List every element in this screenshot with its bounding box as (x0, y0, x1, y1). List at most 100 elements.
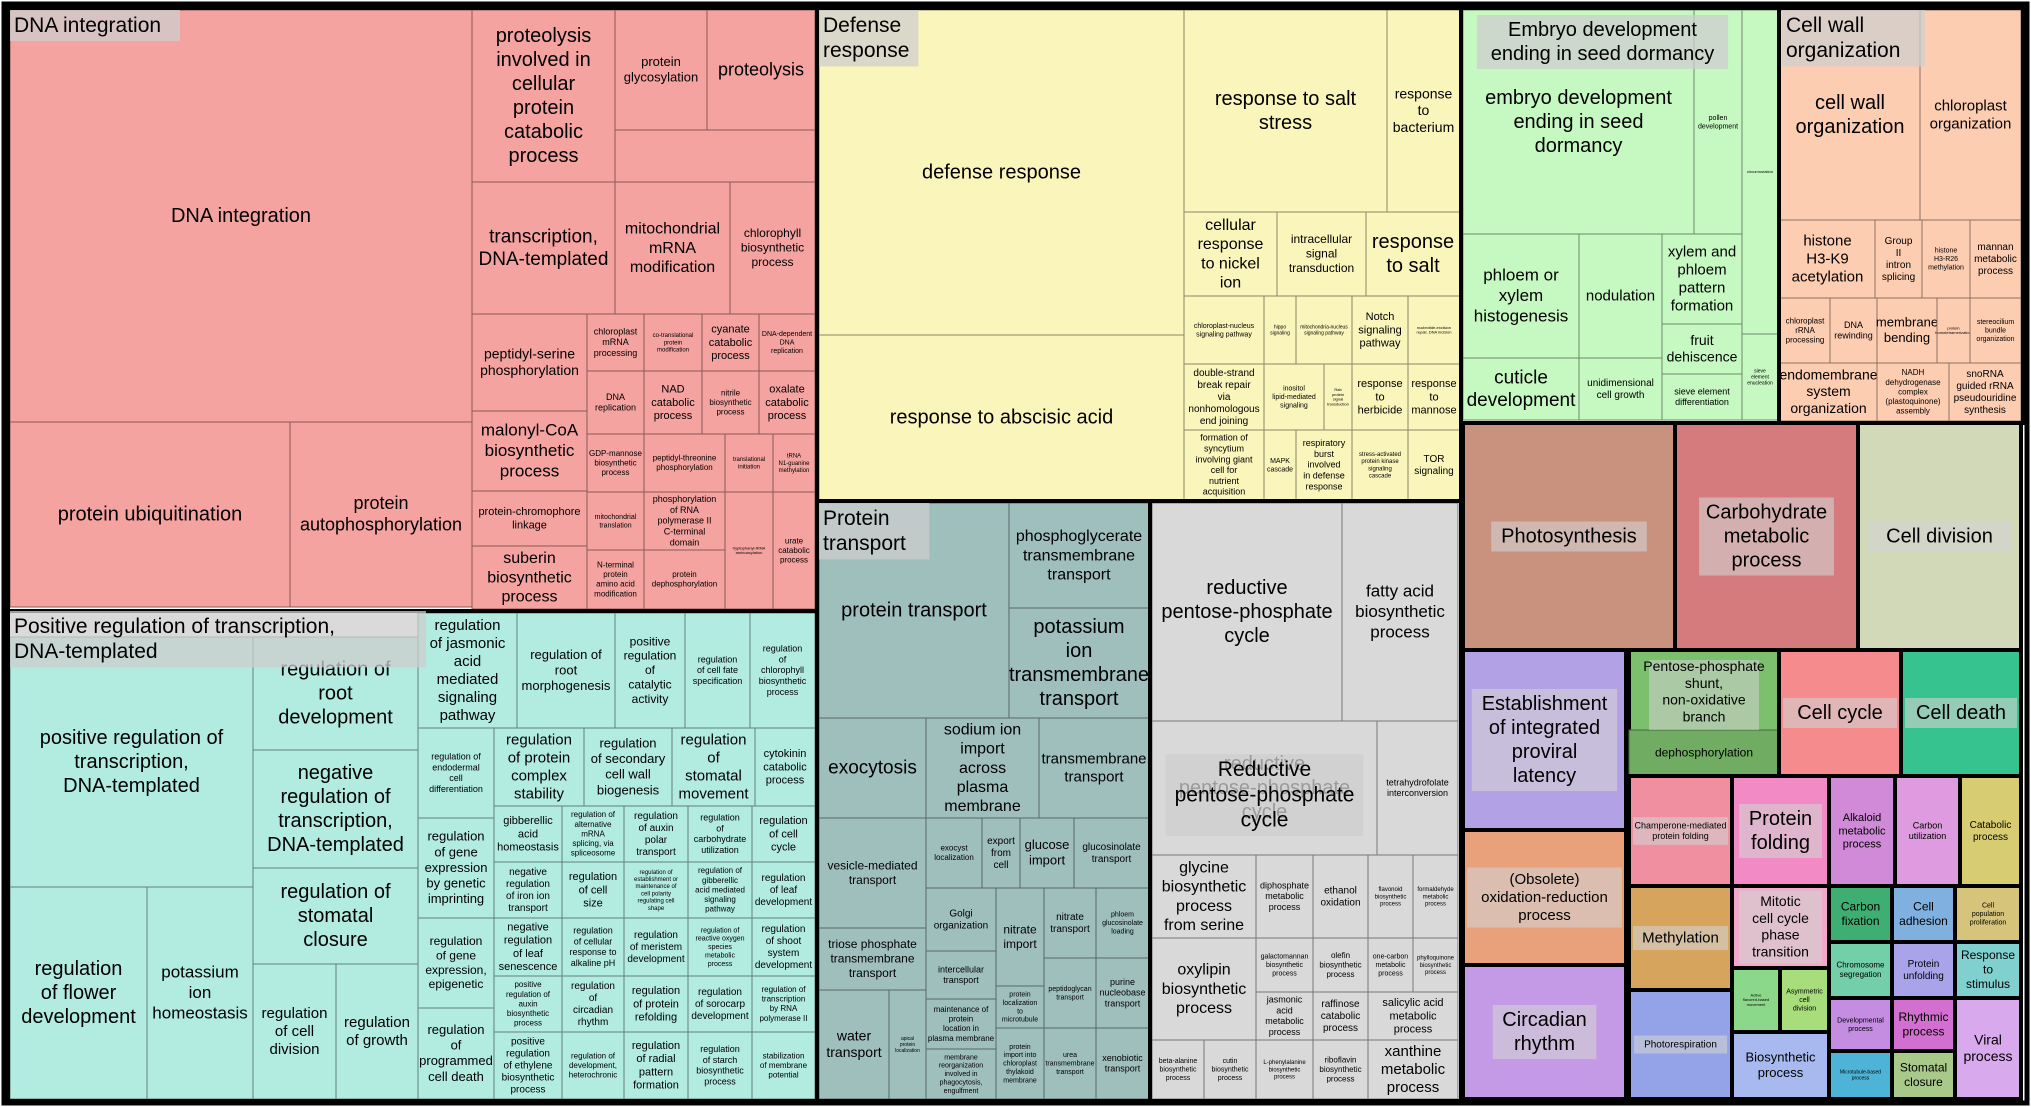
group-cell-adhesion (1890, 884, 1957, 944)
cell-membrane-bending (1876, 297, 1938, 364)
cell-label-mitochondrial-mrna-modification: mitochondrial mRNA modification (625, 221, 720, 276)
cell-label-hippo-signaling: hippo signaling (1270, 325, 1290, 337)
cell-label-regulation-of-jasmonic-acid-mediated-signaling-p: regulation of jasmonic acid mediated signali… (430, 617, 506, 724)
cell-response-to-salt-stress (1183, 9, 1388, 213)
cell-label-regulation-of-gene-expression-by-genetic-imprint: regulation of gene expression by genetic imp… (425, 829, 488, 906)
cell-regulation-of-flower-development (9, 886, 148, 1100)
cell-positive-regulation-of-transcription-dna-templat (9, 636, 254, 888)
group-viral-process (1953, 996, 2023, 1101)
cell-chloroplast-mrna-processing (586, 313, 645, 372)
cell-cellular-response-to-nickel-ion (1183, 211, 1278, 297)
group-header-bg-reductive-pentose-phosphate-cycle (1165, 754, 1364, 836)
cell-regulation-of-gene-expression-by-genetic-imprint (417, 817, 495, 919)
cell-label-fatty-acid-biosynthetic-process: fatty acid biosynthetic process (1355, 582, 1445, 642)
group-header-bg-obsolete-oxidation-reduction-process (1467, 867, 1622, 928)
cell-suberin-biosynthetic-process (471, 545, 588, 610)
cell-label-protein-dephosphorylation: protein dephosphorylation (652, 570, 717, 589)
cell-label-protein-glycosylation: protein glycosylation (624, 54, 698, 85)
cell-label-nitrile-biosynthetic-process: nitrile biosynthetic process (709, 388, 751, 416)
cell-apical-protein-localization (888, 989, 927, 1100)
cell-phloem-glucosinolate-loading (1095, 887, 1150, 959)
cell-salicylic-acid-metabolic-process (1367, 991, 1459, 1041)
cell-label-intercellular-transport: intercellular transport (938, 964, 984, 985)
cell-label-nitrate-import: nitrate import (1003, 922, 1037, 950)
cell-label-regulation-of-cell-size: regulation of cell size (569, 871, 617, 909)
cell-label-dna-replication: DNA replication (595, 392, 636, 413)
cell-label-formation-of-syncytium-involving-giant-cell-for-: formation of syncytium involving giant cell… (1195, 433, 1253, 497)
group-header-cell-adhesion: Cell adhesion (1899, 899, 1948, 927)
cell-label-fruit-dehiscence: fruit dehiscence (1667, 332, 1738, 365)
cell-label-tor-signaling: TOR signaling (1414, 454, 1453, 477)
group-header-bg-mitotic-cell-cycle-phase-transition (1739, 890, 1822, 964)
cell-label-oxylipin-biosynthetic-process: oxylipin biosynthetic process (1162, 962, 1247, 1017)
cell-label-gdp-mannose-biosynthetic-process: GDP-mannose biosynthetic process (589, 449, 642, 477)
cell-group-ii-intron-splicing (1874, 219, 1923, 299)
cell-label-tetrahydrofolate-interconversion: tetrahydrofolate interconversion (1386, 777, 1449, 798)
group-header-bg-cell-wall-organization (1782, 10, 1926, 67)
group-header-cell-cycle: Cell cycle (1797, 702, 1883, 724)
cell-label-response-to-salt-stress: response to salt stress (1215, 88, 1357, 134)
cell-transcription-dna-templated (471, 181, 616, 315)
cell-label-xenobiotic-transport: xenobiotic transport (1102, 1053, 1143, 1074)
cell-label-intracellular-signal-transduction: intracellular signal transduction (1289, 232, 1354, 275)
cell-regulation-of-root-morphogenesis (516, 612, 616, 729)
cell-cytokinin-catabolic-process (754, 727, 816, 807)
cell-response-to-abscisic-acid (818, 334, 1185, 501)
cell-label-purine-nucleobase-transport: purine nucleobase transport (1099, 977, 1145, 1009)
cell-label-peptidyl-serine-phosphorylation: peptidyl-serine phosphorylation (480, 345, 579, 378)
cell-malonyl-coa-biosynthetic-process (471, 410, 588, 492)
cell-label-stabilization-of-membrane-potential: stabilization of membrane potential (760, 1051, 808, 1079)
group-header-bg-methylation (1633, 926, 1728, 950)
group-header-microtubule-based-process: Microtubule-based process (1840, 1070, 1881, 1082)
cell-label-regulation-of-gibberellic-acid-mediated-signalin: regulation of gibberellic acid mediated sig… (695, 866, 745, 913)
cell-label-regulation-of-cellular-response-to-alkaline-ph: regulation of cellular response to alkaline… (569, 926, 616, 968)
group-header-bg-dna-integration (10, 10, 180, 42)
cell-label-xanthine-metabolic-process: xanthine metabolic process (1381, 1043, 1446, 1096)
group-developmental-process (1827, 996, 1894, 1053)
cell-raffinose-catabolic-process (1312, 991, 1369, 1041)
cell-regulation-of-transcription-by-rna-polymerase-ii (751, 975, 816, 1033)
cell-label-co-translational-protein-modification: co-translational protein modification (653, 333, 694, 353)
group-header-viral-process: Viral process (1963, 1031, 2012, 1064)
cell-tryptophanyl-trna-aminoacylation (724, 491, 774, 610)
cell-label-cyanate-catabolic-process: cyanate catabolic process (709, 324, 753, 362)
cell-label-peptidyl-threonine-phosphorylation: peptidyl-threonine phosphorylation (653, 454, 717, 473)
group-header-bg-embryo-development-ending-in-seed-dormancy (1476, 15, 1729, 69)
cell-stereocilium-bundle-organization (1969, 297, 2022, 364)
group-header-stomatal-closure: Stomatal closure (1900, 1060, 1947, 1088)
cell-label-apical-protein-localization: apical protein localization (895, 1036, 920, 1054)
group-header-response-to-stimulus: Response to stimulus (1961, 948, 2015, 991)
cell-label-response-to-abscisic-acid: response to abscisic acid (890, 407, 1113, 429)
cell-label-regulation-of-cell-fate-specification: regulation of cell fate specification (693, 654, 743, 686)
group-header-mitotic-cell-cycle-phase-transition: Mitotic cell cycle phase transition (1752, 893, 1809, 959)
cell-label-protein-transport: protein transport (841, 600, 987, 622)
cell-histone-h3-k9-acetylation (1779, 219, 1876, 299)
cell-label-membrane-reorganization-involved-in-phagocytosis: membrane reorganization involved in phagocy… (939, 1054, 983, 1095)
cell-mannan-metabolic-process (1969, 219, 2022, 299)
cell-regulation-of-sorocarp-development (687, 975, 753, 1033)
group-header-protein-unfolding: Protein unfolding (1903, 959, 1944, 982)
cell-label-regulation-of-auxin-polar-transport: regulation of auxin polar transport (634, 811, 678, 858)
cell-label-raffinose-catabolic-process: raffinose catabolic process (1321, 999, 1360, 1034)
cell-regulation-of-cellular-response-to-alkaline-ph (561, 917, 625, 977)
group-header-methylation: Methylation (1642, 930, 1719, 947)
cell-label-inositol-lipid-mediated-signaling: inositol lipid-mediated signaling (1272, 386, 1316, 410)
cell-response-to-herbicide (1351, 363, 1409, 431)
cell-label-mitochondrial-translation: mitochondrial translation (595, 514, 637, 529)
cell-label-rab-protein-signal-transduction: Rab protein signal transduction (1327, 387, 1349, 406)
cell-label-positive-regulation-of-auxin-biosynthetic-proces: positive regulation of auxin biosynthetic pr… (506, 980, 551, 1027)
cell-label-transcription-dna-templated: transcription, DNA-templated (479, 226, 609, 270)
cell-nitrile-biosynthetic-process (701, 370, 760, 435)
cell-label-peptidoglycan-transport: peptidoglycan transport (1048, 986, 1091, 1001)
cell-label-mannan-metabolic-process: mannan metabolic process (1974, 242, 2017, 277)
cell-regulation-of-establishment-or-maintenance-of-ce (623, 861, 689, 919)
cell-label-regulation-of-leaf-development: regulation of leaf development (755, 873, 812, 908)
cell-label-cutin-biosynthetic-process: cutin biosynthetic process (1212, 1058, 1249, 1082)
cell-label-formaldehyde-metabolic-process: formaldehyde metabolic process (1417, 887, 1454, 907)
cell-vesicle-mediated-transport (818, 817, 927, 929)
cell-label-phloem-glucosinolate-loading: phloem glucosinolate loading (1102, 912, 1143, 936)
cell-label-nucleotide-excision-repair-dna-incision: nucleotide-excision repair, DNA incision (1417, 325, 1452, 335)
cell-nadh-dehydrogenase-complex-plastoquinone-assembl (1876, 362, 1950, 422)
cell-label-regulation-of-shoot-system-development: regulation of shoot system development (755, 924, 812, 971)
cell-regulation-of-stomatal-closure (252, 867, 419, 965)
